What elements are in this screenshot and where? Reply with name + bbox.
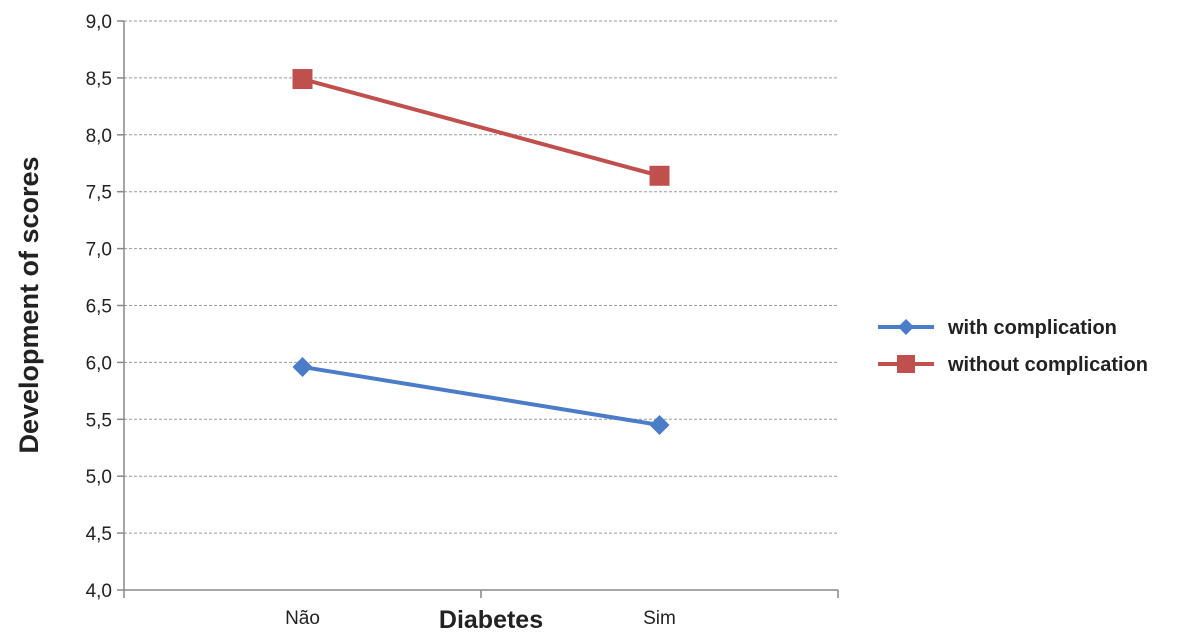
legend-label: with complication — [947, 317, 1117, 339]
y-tick-label: 5,0 — [86, 467, 112, 488]
y-tick-label: 9,0 — [86, 12, 112, 33]
y-tick-label: 7,0 — [86, 240, 112, 261]
y-tick-label: 5,5 — [86, 410, 112, 431]
y-tick-label: 6,5 — [86, 297, 112, 318]
y-axis-title: Development of scores — [14, 156, 44, 453]
gridlines — [124, 20, 838, 534]
series-layer — [292, 69, 670, 435]
x-axis-ticks: Não Sim — [123, 590, 839, 629]
legend-marker-diamond — [898, 319, 914, 335]
legend-label: without complication — [947, 354, 1148, 376]
y-tick-label: 8,0 — [86, 126, 112, 147]
legend-marker-square — [897, 355, 915, 373]
data-point-diamond — [649, 414, 670, 435]
y-tick-label: 4,5 — [86, 524, 112, 545]
y-tick-label: 6,0 — [86, 353, 112, 374]
series-line — [301, 77, 661, 178]
y-tick-label: 8,5 — [86, 69, 112, 90]
data-point-square — [292, 69, 313, 90]
x-tick-label: Sim — [643, 608, 676, 629]
legend: with complication without complication — [878, 317, 1148, 376]
data-point-square — [649, 165, 670, 186]
x-axis-title: Diabetes — [439, 606, 543, 632]
series-line — [302, 364, 660, 427]
y-axis-ticks: 4,0 4,5 5,0 5,5 6,0 6,5 7,0 7,5 8,0 8,5 9,0 — [86, 12, 124, 602]
x-tick-label: Não — [285, 608, 320, 629]
y-tick-label: 4,0 — [86, 581, 112, 602]
y-tick-label: 7,5 — [86, 183, 112, 204]
data-point-diamond — [292, 356, 313, 377]
